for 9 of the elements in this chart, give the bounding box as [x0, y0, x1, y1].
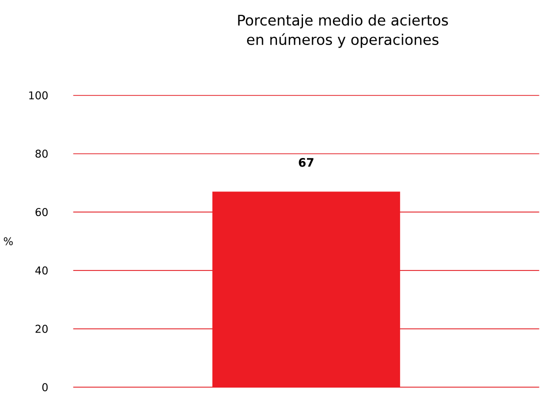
y-axis-title: %	[4, 237, 13, 246]
y-tick-label: 20	[36, 324, 48, 333]
data-label: 67	[298, 158, 314, 167]
y-tick-label: 40	[35, 266, 48, 274]
chart-title: Porcentaje medio de aciertos en números y operaciones	[238, 14, 448, 48]
y-tick-label: 100	[29, 91, 48, 100]
y-tick-label: 0	[42, 382, 48, 392]
y-tick-label: 80	[36, 149, 48, 158]
y-tick-label: 60	[36, 208, 48, 216]
